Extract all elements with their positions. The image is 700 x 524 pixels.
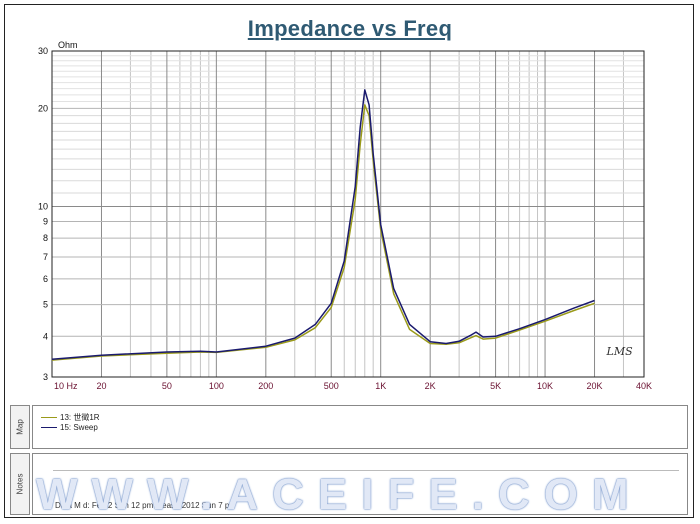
map-side-label: Map bbox=[10, 405, 30, 449]
notes-text: Data M d: Feb 2 Sun 12 pm Measu 2012 Sun… bbox=[55, 501, 230, 510]
y-tick-label: 5 bbox=[43, 300, 48, 310]
legend-label-2: 15: Sweep bbox=[60, 423, 98, 432]
x-tick-label: 2K bbox=[425, 381, 436, 391]
watermark: WWW.ACEIFE.COM bbox=[36, 470, 643, 519]
y-tick-label: 4 bbox=[43, 331, 48, 341]
y-tick-label: 20 bbox=[38, 103, 48, 113]
x-tick-label: 50 bbox=[162, 381, 172, 391]
x-tick-label: 20 bbox=[96, 381, 106, 391]
legend-label-1: 13: 世徵1R bbox=[60, 413, 100, 422]
y-tick-label: 7 bbox=[43, 252, 48, 262]
plot-area-border bbox=[51, 50, 645, 378]
x-tick-label: 10K bbox=[537, 381, 553, 391]
series-line-2 bbox=[51, 89, 595, 361]
x-tick-label: 10 Hz bbox=[54, 381, 78, 391]
y-tick-label: 8 bbox=[43, 233, 48, 243]
series-line-1 bbox=[51, 104, 595, 361]
map-panel: 13: 世徵1R 15: Sweep bbox=[32, 405, 688, 449]
y-tick-label: 3 bbox=[43, 372, 48, 382]
notes-side-label: Notes bbox=[10, 453, 30, 515]
x-tick-label: 100 bbox=[209, 381, 224, 391]
x-tick-label: 200 bbox=[258, 381, 273, 391]
x-tick-label: 1K bbox=[375, 381, 386, 391]
legend-line-1 bbox=[41, 417, 57, 418]
x-tick-label: 500 bbox=[324, 381, 339, 391]
chart-title: Impedance vs Freq bbox=[247, 16, 453, 41]
x-tick-label: 40K bbox=[636, 381, 652, 391]
legend-entry-2: 15: Sweep bbox=[41, 423, 98, 432]
y-axis-label: Ohm bbox=[58, 40, 78, 50]
major-grid bbox=[51, 50, 645, 378]
notes-divider bbox=[53, 470, 679, 471]
info-panels: Map 13: 世徵1R 15: Sweep Notes Data M d: F… bbox=[10, 405, 690, 517]
series-layer bbox=[51, 89, 595, 361]
y-tick-label: 9 bbox=[43, 216, 48, 226]
x-tick-label: 5K bbox=[490, 381, 501, 391]
x-axis-ticks: 10 Hz 20 50 100 200 500 1K 2K 5K 10K 20K 40K bbox=[54, 381, 652, 391]
legend-line-2 bbox=[41, 427, 57, 428]
y-tick-label: 30 bbox=[38, 46, 48, 56]
x-tick-label: 20K bbox=[587, 381, 603, 391]
legend-entry-1: 13: 世徵1R bbox=[41, 412, 100, 423]
notes-panel: Data M d: Feb 2 Sun 12 pm Measu 2012 Sun… bbox=[32, 453, 688, 515]
minor-grid bbox=[52, 51, 645, 377]
y-tick-label: 10 bbox=[38, 202, 48, 212]
y-tick-label: 6 bbox=[43, 274, 48, 284]
lms-logo: LMS bbox=[606, 345, 633, 359]
impedance-plot: 10 Hz 20 50 100 200 500 1K 2K 5K 10K 20K 40K 3 4 5 6 7 8… bbox=[38, 40, 652, 391]
y-axis-ticks: 3 4 5 6 7 8 9 10 20 30 bbox=[38, 46, 48, 382]
